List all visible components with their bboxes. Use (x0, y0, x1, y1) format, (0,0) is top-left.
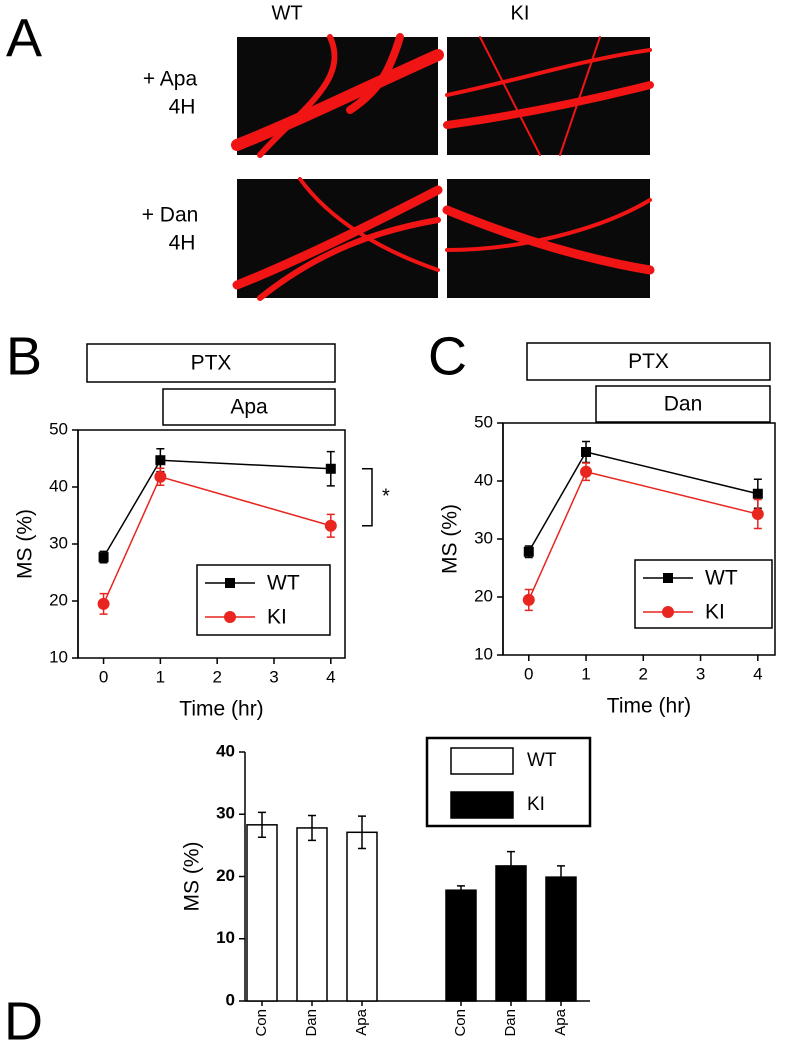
x-tick-label: 3 (696, 664, 705, 683)
bar (495, 865, 527, 1002)
legend-label: KI (527, 794, 545, 815)
x-tick-label: Apa (353, 1008, 370, 1035)
bar (246, 824, 278, 1002)
y-axis-label: MS (%) (439, 504, 462, 574)
y-tick-label: 20 (474, 586, 493, 605)
column-label: KI (511, 2, 530, 24)
y-tick-label: 40 (474, 470, 493, 489)
legend-label: KI (267, 606, 287, 629)
x-tick-label: 0 (524, 664, 533, 683)
y-tick-label: 30 (474, 528, 493, 547)
error-bar (557, 865, 565, 890)
data-point (97, 597, 110, 610)
legend-label: WT (267, 572, 300, 595)
y-tick-label: 50 (474, 412, 493, 431)
row-label: + Apa (143, 68, 198, 91)
x-tick-label: Con (452, 1009, 469, 1037)
y-tick-label: 50 (49, 419, 68, 438)
legend-marker (224, 611, 236, 623)
legend-marker (662, 606, 674, 618)
series-line (528, 451, 758, 553)
x-tick-label: Dan (303, 1009, 320, 1037)
treatment-label: Dan (664, 393, 703, 416)
y-tick-label: 20 (216, 866, 235, 885)
data-point (752, 488, 763, 499)
error-bar (308, 814, 316, 842)
y-axis-label: MS (%) (14, 509, 37, 579)
x-tick-label: 2 (639, 664, 648, 683)
panel-letter: C (428, 326, 467, 386)
data-point (324, 519, 337, 532)
data-point (581, 447, 592, 457)
legend-marker (225, 578, 235, 588)
data-point (523, 546, 534, 557)
y-tick-label: 30 (49, 533, 68, 552)
error-bar (258, 811, 266, 839)
x-tick-label: 3 (269, 667, 278, 686)
legend-label: WT (705, 567, 738, 590)
x-axis-label: Time (hr) (607, 695, 691, 718)
panel-letter: B (6, 326, 42, 386)
treatment-bar (162, 388, 336, 426)
y-tick-label: 40 (49, 476, 68, 495)
y-tick-label: 10 (216, 928, 235, 947)
data-point (751, 508, 764, 521)
row-label: 4H (169, 232, 196, 255)
y-tick-label: 20 (49, 590, 68, 609)
panel-letter: D (4, 991, 43, 1050)
bar (445, 889, 477, 1002)
y-tick-label: 40 (216, 741, 235, 760)
x-tick-label: Apa (552, 1008, 569, 1035)
x-tick-label: 1 (581, 664, 590, 683)
data-point (580, 465, 593, 478)
bar (296, 827, 328, 1002)
x-tick-label: 1 (156, 667, 165, 686)
x-axis-label: Time (hr) (179, 698, 263, 721)
significance-label: * (382, 486, 390, 508)
x-tick-label: 2 (212, 667, 221, 686)
error-bar (507, 850, 515, 881)
series-line (102, 459, 331, 558)
legend-box (634, 559, 773, 629)
legend-label: WT (527, 750, 557, 771)
y-tick-label: 10 (474, 644, 493, 663)
panel-letter: A (6, 8, 42, 68)
significance-bracket (362, 468, 373, 527)
data-point (154, 470, 167, 483)
legend-swatch (450, 791, 514, 819)
legend-marker (663, 573, 673, 583)
treatment-label: PTX (628, 350, 669, 373)
treatment-bar (595, 385, 771, 423)
x-tick-label: Con (253, 1009, 270, 1037)
treatment-label: PTX (191, 352, 232, 375)
treatment-bar (526, 342, 771, 381)
x-tick-label: Dan (502, 1009, 519, 1037)
x-tick-label: 4 (753, 664, 762, 683)
error-bar (358, 815, 366, 850)
data-point (98, 552, 109, 563)
error-bar (457, 885, 465, 896)
column-label: WT (271, 2, 302, 24)
legend-label: KI (705, 601, 725, 624)
data-point (325, 463, 336, 474)
row-label: + Dan (142, 204, 199, 227)
x-tick-label: 4 (326, 667, 335, 686)
data-point (155, 455, 166, 466)
bar (545, 876, 577, 1002)
row-label: 4H (169, 96, 196, 119)
y-axis-label: MS (%) (181, 842, 204, 912)
x-tick-label: 0 (99, 667, 108, 686)
treatment-bar (86, 343, 336, 383)
y-tick-label: 30 (216, 804, 235, 823)
y-tick-label: 0 (226, 990, 235, 1009)
y-tick-label: 10 (49, 647, 68, 666)
data-point (522, 593, 535, 606)
treatment-label: Apa (230, 396, 268, 419)
legend-box (196, 564, 331, 636)
bar (346, 831, 378, 1002)
legend-swatch (450, 747, 514, 775)
micrograph (231, 33, 655, 301)
